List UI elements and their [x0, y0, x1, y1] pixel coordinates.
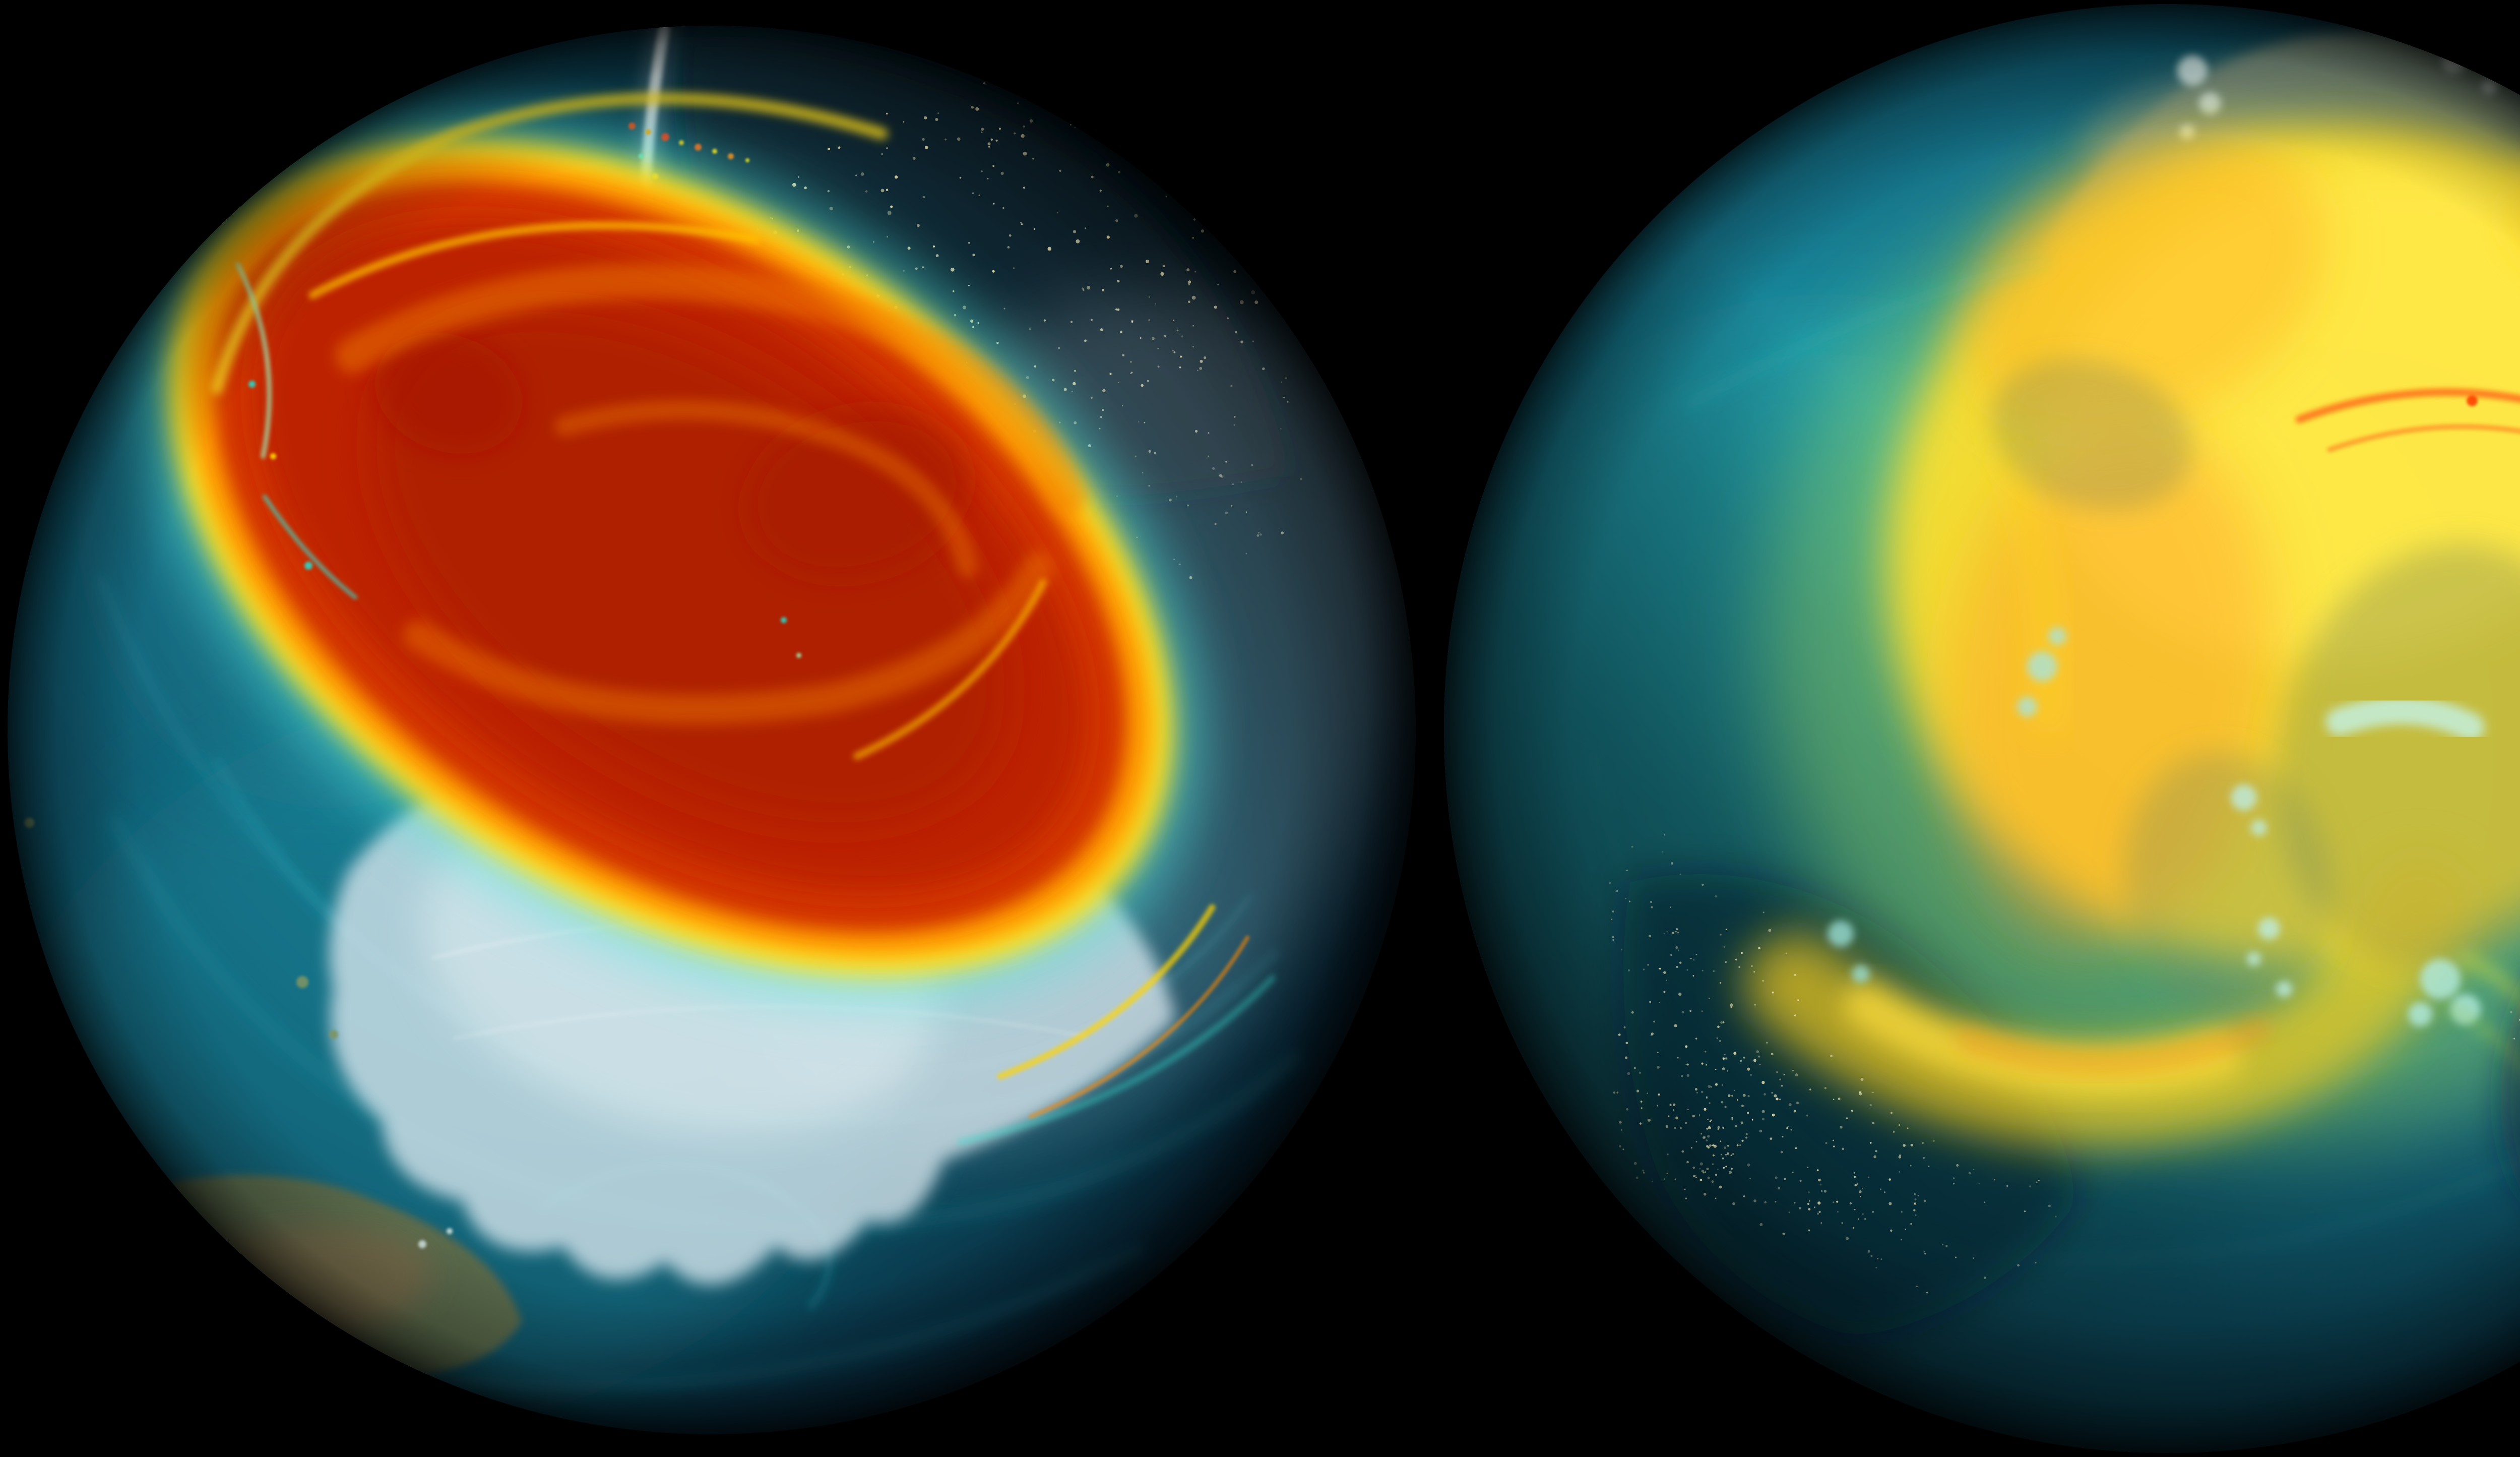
ozone-globes-figure: [0, 0, 2520, 1457]
globes-scene: [0, 0, 2520, 1457]
limb-vignette: [8, 26, 1416, 1434]
